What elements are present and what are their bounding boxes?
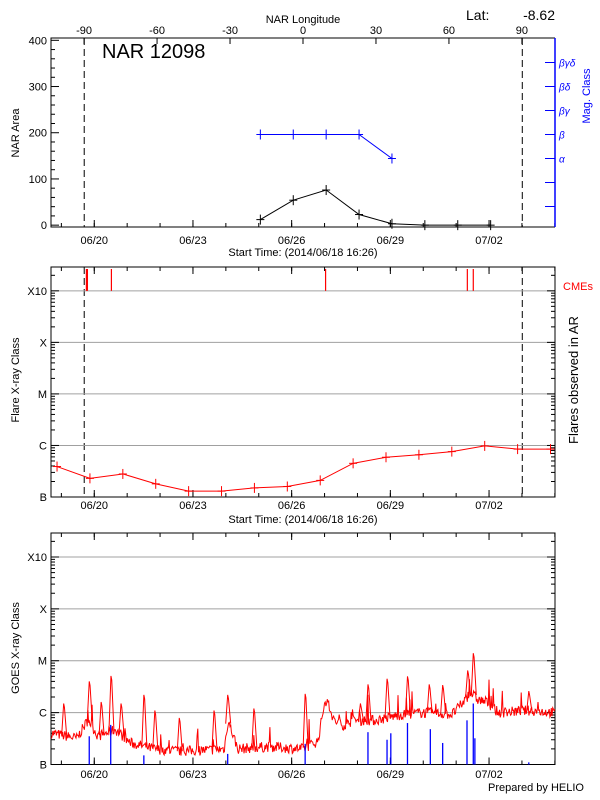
goes-flare-spike xyxy=(98,701,105,736)
flare-class-series xyxy=(53,440,555,497)
goes-flare-spike xyxy=(251,708,258,748)
goes-flare-spike xyxy=(152,710,159,750)
longitude-tick-label: -90 xyxy=(76,25,92,37)
longitude-tick-label: 0 xyxy=(300,25,306,37)
x-tick-label: 06/26 xyxy=(278,769,306,781)
x-tick-label: 07/02 xyxy=(475,769,503,781)
x-tick-label: 06/23 xyxy=(179,235,207,247)
mag-class-label: βγδ xyxy=(558,59,576,70)
goes-flare-spike xyxy=(61,703,68,736)
nar-area-panel: 0 100 200 300 400 -90 -60 -30 0 30 60 90 xyxy=(29,25,528,232)
y-tick-label: X10 xyxy=(27,552,47,564)
longitude-tick-label: 30 xyxy=(370,25,382,37)
mag-class-axis-title: Mag. Class xyxy=(581,68,593,124)
mag-class-label: βγ xyxy=(558,107,571,118)
goes-flare-spike xyxy=(470,653,477,696)
x-tick-label: 07/02 xyxy=(475,235,503,247)
panel3-time-axis: 06/20 06/23 06/26 06/29 07/02 xyxy=(60,533,556,781)
y-tick-label: B xyxy=(40,760,47,772)
longitude-tick-label: 60 xyxy=(443,25,455,37)
panel3-y-axis-title: GOES X-ray Class xyxy=(10,602,22,694)
goes-flare-spike xyxy=(118,703,125,735)
x-tick-label: 06/26 xyxy=(278,235,306,247)
goes-flare-spike xyxy=(440,684,447,714)
y-tick-label: 300 xyxy=(29,82,47,94)
goes-flare-spike xyxy=(86,681,93,722)
x-tick-label: 06/29 xyxy=(377,235,405,247)
goes-flare-spike xyxy=(225,694,232,724)
x-tick-label: 07/02 xyxy=(475,500,503,512)
goes-flare-spike xyxy=(108,675,115,732)
y-tick-label: 100 xyxy=(29,174,47,186)
y-tick-label: M xyxy=(38,389,47,401)
y-tick-label: 0 xyxy=(41,220,47,232)
longitude-tick-label: 90 xyxy=(516,25,528,37)
mag-class-label: β xyxy=(558,131,565,142)
y-tick-label: X xyxy=(40,604,48,616)
longitude-tick-label: -60 xyxy=(149,25,165,37)
panel2-x-axis-title: Start Time: (2014/06/18 16:26) xyxy=(228,514,377,526)
x-tick-label: 06/20 xyxy=(81,769,109,781)
cme-markers xyxy=(85,269,474,291)
x-tick-label: 06/29 xyxy=(377,769,405,781)
panel2-y2-axis-title: Flares observed in AR xyxy=(566,316,581,444)
panel1-time-axis: 06/20 06/23 06/26 06/29 07/02 xyxy=(60,220,556,247)
panel2-frame xyxy=(50,266,556,498)
goes-flare-spike xyxy=(211,710,218,750)
latitude-label: Lat: xyxy=(466,7,489,23)
y-tick-label: B xyxy=(40,492,47,504)
goes-flare-spike xyxy=(426,684,433,714)
panel1-x-axis-title: Start Time: (2014/06/18 16:26) xyxy=(228,247,377,259)
goes-flare-spike xyxy=(404,676,411,715)
cme-label: CMEs xyxy=(563,281,593,293)
panel2-log-axis: B C M X X10 xyxy=(27,274,555,504)
nar-area-line xyxy=(260,189,491,226)
y-tick-label: M xyxy=(38,656,47,668)
goes-xray-panel xyxy=(51,653,556,765)
y-tick-label: X xyxy=(40,337,48,349)
nar-area-series xyxy=(256,185,495,231)
panel1-frame xyxy=(50,37,555,228)
latitude-value: -8.62 xyxy=(523,7,555,23)
panel3-log-axis: B C M X X10 xyxy=(27,540,555,772)
y-tick-label: 200 xyxy=(29,128,47,140)
panel2-time-axis: 06/20 06/23 06/26 06/29 07/02 xyxy=(60,267,556,512)
x-tick-label: 06/20 xyxy=(81,235,109,247)
flare-class-line xyxy=(56,445,551,492)
y-tick-label: 400 xyxy=(29,35,47,47)
y-tick-label: C xyxy=(39,708,47,720)
y-tick-label: C xyxy=(39,440,47,452)
mag-class-series xyxy=(256,129,396,164)
goes-flare-spike xyxy=(357,703,364,721)
x-tick-label: 06/26 xyxy=(278,500,306,512)
goes-flare-spike xyxy=(365,684,372,721)
x-tick-label: 06/29 xyxy=(377,500,405,512)
panel1-y-axis-title: NAR Area xyxy=(10,108,22,158)
x-tick-label: 06/20 xyxy=(81,500,109,512)
x-tick-label: 06/23 xyxy=(179,500,207,512)
mag-class-label: βδ xyxy=(558,83,571,94)
x-tick-label: 06/23 xyxy=(179,769,207,781)
goes-flare-spike xyxy=(526,690,533,711)
mag-class-label: α xyxy=(559,155,565,166)
region-title: NAR 12098 xyxy=(102,41,205,63)
mag-class-axis: α β βγ βδ βγδ xyxy=(545,59,576,207)
goes-flare-spike xyxy=(302,693,309,748)
y-tick-label: X10 xyxy=(27,286,47,298)
panel2-y-axis-title: Flare X-ray Class xyxy=(10,337,22,422)
longitude-axis-title: NAR Longitude xyxy=(266,14,341,26)
panel3-frame xyxy=(50,532,556,765)
credit-text: Prepared by HELIO xyxy=(488,782,584,794)
goes-flare-spike xyxy=(176,717,183,752)
longitude-tick-label: -30 xyxy=(222,25,238,37)
goes-flare-spike xyxy=(141,694,148,747)
goes-flare-spike xyxy=(465,670,472,697)
goes-flare-spike xyxy=(384,678,391,718)
